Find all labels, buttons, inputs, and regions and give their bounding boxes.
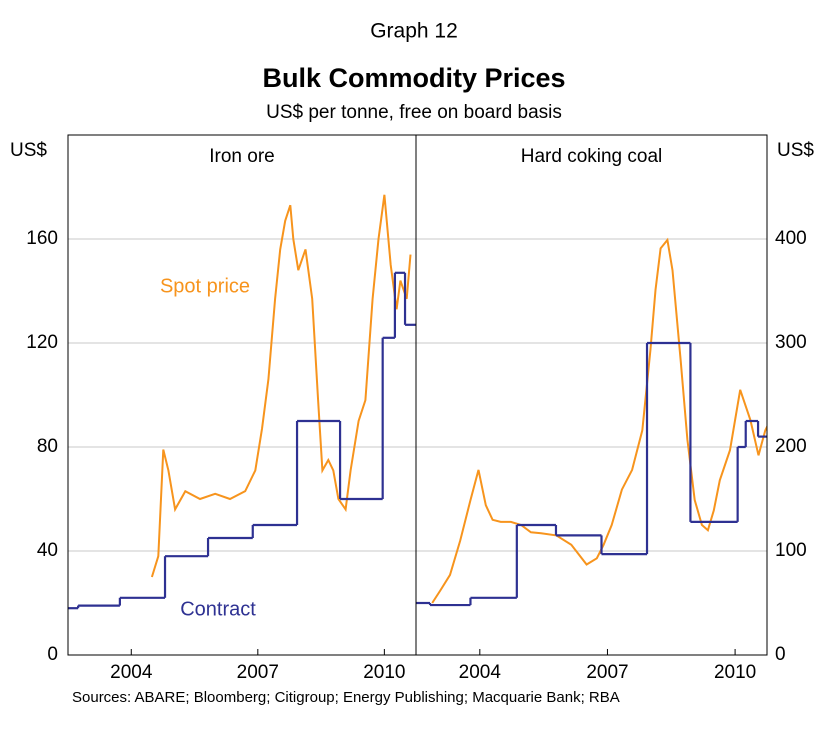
x-tick-label: 2010 xyxy=(714,662,756,683)
y-tick-label: 400 xyxy=(775,228,807,249)
plot-border xyxy=(67,134,417,656)
series-label: Contract xyxy=(180,598,256,620)
sources: Sources: ABARE; Bloomberg; Citigroup; En… xyxy=(72,689,620,706)
panel-title: Iron ore xyxy=(209,146,274,167)
chart-subtitle: US$ per tonne, free on board basis xyxy=(266,102,562,123)
plot-border xyxy=(415,134,768,656)
y-tick-label: 160 xyxy=(26,228,58,249)
x-tick-label: 2004 xyxy=(459,662,502,683)
y-tick-label: 100 xyxy=(775,540,807,561)
y-axis-label: US$ xyxy=(10,140,47,161)
x-tick-label: 2004 xyxy=(110,662,153,683)
y-tick-label: 80 xyxy=(37,436,58,457)
y-tick-label: 300 xyxy=(775,332,807,353)
x-tick-label: 2007 xyxy=(586,662,628,683)
graph-label: Graph 12 xyxy=(370,20,458,43)
y-tick-label: 120 xyxy=(26,332,58,353)
panel-title: Hard coking coal xyxy=(521,146,663,167)
chart: Graph 12 Bulk Commodity Prices US$ per t… xyxy=(10,20,814,683)
spot-line xyxy=(150,194,412,578)
y-axis-label: US$ xyxy=(777,140,814,161)
series-label: Spot price xyxy=(160,275,250,297)
chart-title: Bulk Commodity Prices xyxy=(262,63,565,93)
y-tick-label: 40 xyxy=(37,540,58,561)
spot-line xyxy=(431,237,767,604)
x-tick-label: 2007 xyxy=(237,662,279,683)
y-tick-label: 0 xyxy=(47,644,58,665)
y-tick-label: 0 xyxy=(775,644,786,665)
x-tick-label: 2010 xyxy=(363,662,405,683)
y-tick-label: 200 xyxy=(775,436,807,457)
